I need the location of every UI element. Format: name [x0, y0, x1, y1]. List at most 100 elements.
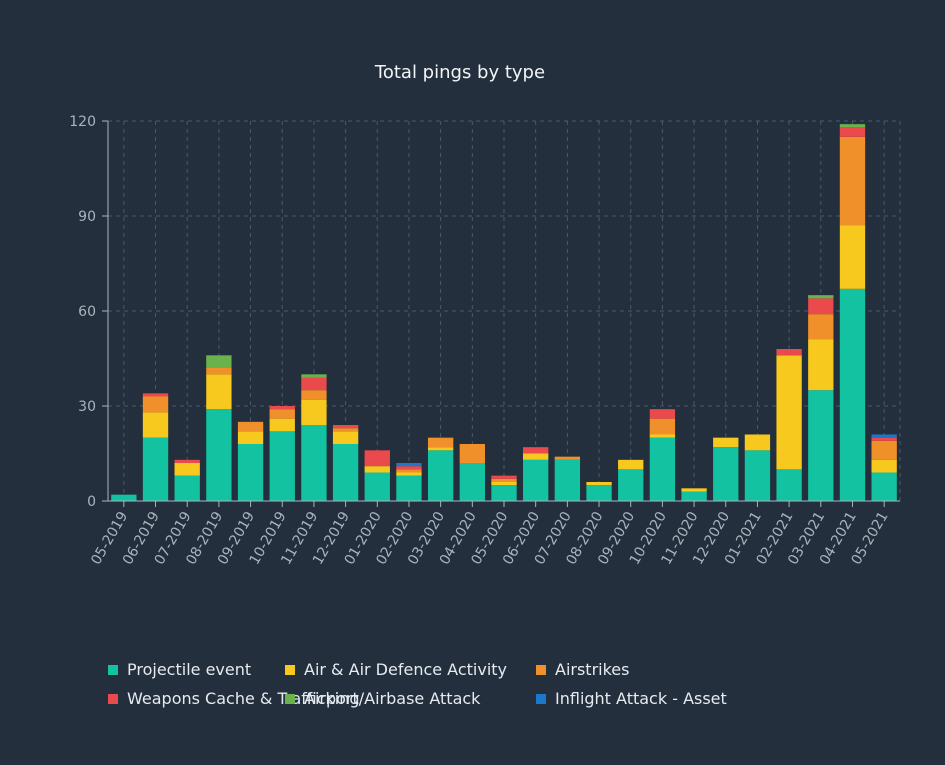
bar-segment	[871, 440, 897, 460]
legend-label: Airport/Airbase Attack	[304, 689, 481, 708]
bar-segment	[871, 434, 897, 438]
bar-segment	[396, 469, 422, 473]
bar-segment	[301, 374, 327, 378]
bar-segment	[174, 459, 200, 463]
y-tick-label: 60	[78, 304, 96, 320]
bar-segment	[459, 463, 485, 501]
bar-segment	[744, 434, 771, 451]
bar-segment	[744, 450, 771, 501]
bar-segment	[491, 485, 517, 501]
bar-segment	[269, 406, 295, 410]
bar-segment	[776, 349, 802, 356]
bar-segment	[111, 494, 137, 501]
bars-layer	[111, 124, 897, 501]
bar-segment	[871, 459, 897, 473]
chart-title: Total pings by type	[374, 62, 545, 83]
y-tick-label: 120	[69, 114, 96, 130]
legend-label: Inflight Attack - Asset	[555, 689, 727, 708]
bar-segment	[142, 393, 169, 397]
bar-segment	[269, 409, 295, 419]
legend-item[interactable]: Projectile event	[108, 660, 285, 679]
bar-segment	[491, 475, 517, 479]
bar-segment	[142, 396, 169, 413]
bar-segment	[364, 466, 390, 473]
bar-segment	[332, 425, 359, 429]
bar-segment	[839, 127, 866, 137]
bar-segment	[649, 418, 676, 435]
bar-segment	[491, 482, 517, 486]
legend-swatch	[536, 693, 546, 704]
legend-item[interactable]: Weapons Cache & Trafficking	[108, 689, 360, 708]
bar-segment	[776, 355, 802, 470]
legend-item[interactable]: Inflight Attack - Asset	[536, 689, 836, 708]
y-tick-label: 0	[87, 494, 96, 510]
legend-swatch	[285, 693, 295, 704]
bar-segment	[618, 459, 644, 470]
bar-segment	[427, 447, 454, 451]
bar-segment	[839, 124, 866, 128]
bar-segment	[554, 456, 581, 460]
legend-swatch	[108, 664, 118, 675]
legend-item[interactable]: Airstrikes	[536, 660, 836, 679]
bar-segment	[364, 472, 390, 501]
bar-segment	[523, 459, 549, 501]
bar-segment	[459, 444, 485, 463]
legend-swatch	[536, 664, 546, 675]
bar-segment	[206, 355, 232, 368]
bar-segment	[808, 314, 834, 340]
legend-label: Weapons Cache & Trafficking	[127, 689, 360, 708]
bar-segment	[681, 488, 707, 492]
bar-segment	[586, 485, 612, 501]
bar-segment	[269, 418, 295, 432]
bar-segment	[523, 453, 549, 460]
bar-segment	[364, 450, 390, 467]
bar-segment	[142, 437, 169, 501]
bar-segment	[269, 431, 295, 501]
bar-segment	[871, 472, 897, 501]
bar-segment	[491, 478, 517, 482]
legend-label: Airstrikes	[555, 660, 630, 679]
bar-segment	[206, 374, 232, 410]
bar-segment	[332, 431, 359, 444]
bar-segment	[206, 409, 232, 501]
bar-segment	[554, 459, 581, 501]
bar-segment	[871, 437, 897, 441]
bar-segment	[618, 469, 644, 501]
bar-segment	[713, 437, 739, 448]
bar-segment	[427, 450, 454, 501]
bar-segment	[301, 390, 327, 400]
bar-segment	[174, 475, 200, 501]
bar-segment	[174, 463, 200, 476]
bar-segment	[808, 295, 834, 299]
bar-segment	[523, 447, 549, 454]
bar-segment	[396, 466, 422, 470]
legend-label: Air & Air Defence Activity	[304, 660, 508, 679]
bar-segment	[396, 472, 422, 476]
bar-segment	[776, 469, 802, 501]
bar-segment	[301, 399, 327, 425]
bar-segment	[649, 437, 676, 501]
bar-segment	[427, 437, 454, 448]
legend-item[interactable]: Air & Air Defence Activity	[285, 660, 536, 679]
legend-swatch	[285, 664, 295, 675]
bar-segment	[839, 136, 866, 226]
bar-segment	[206, 368, 232, 375]
bar-segment	[332, 428, 359, 432]
bar-segment	[396, 475, 422, 501]
bar-segment	[332, 444, 359, 501]
grid-layer	[108, 120, 901, 501]
bar-segment	[649, 434, 676, 438]
bar-segment	[808, 339, 834, 391]
bar-segment	[586, 482, 612, 486]
bar-segment	[237, 431, 264, 444]
legend-label: Projectile event	[127, 660, 252, 679]
bar-segment	[301, 377, 327, 391]
bar-segment	[713, 447, 739, 501]
legend-swatch	[108, 693, 118, 704]
legend-item[interactable]: Airport/Airbase Attack	[285, 689, 536, 708]
bar-segment	[301, 425, 327, 501]
bar-segment	[649, 409, 676, 419]
chart-legend: Projectile event Air & Air Defence Activi…	[108, 660, 908, 708]
bar-segment	[396, 463, 422, 467]
